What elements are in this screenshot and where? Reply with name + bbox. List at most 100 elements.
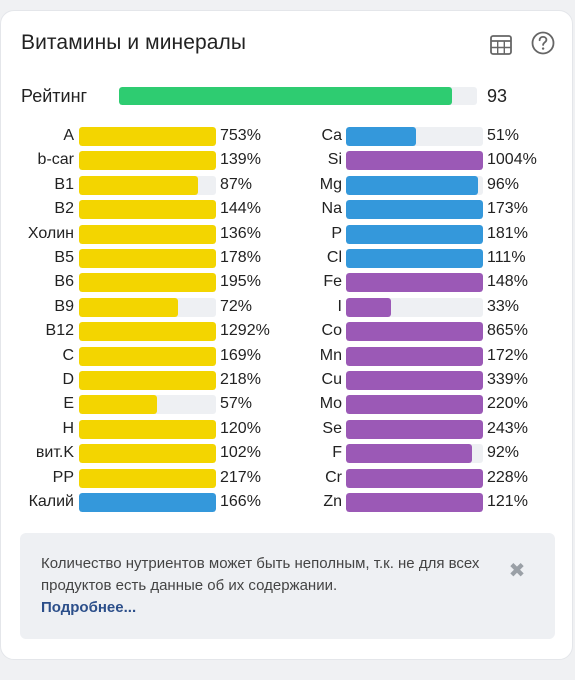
vitamin-bar-fill	[79, 468, 216, 488]
mineral-bar	[346, 273, 483, 293]
mineral-row: Cr 228%	[0, 468, 575, 488]
vitamin-percent: 139%	[220, 151, 261, 169]
mineral-label: Mg	[319, 175, 342, 193]
more-link[interactable]: Подробнее...	[41, 599, 137, 616]
vitamin-bar-fill	[79, 297, 178, 317]
mineral-row: Mg 96%	[0, 175, 575, 195]
mineral-bar	[346, 419, 483, 439]
mineral-label: Na	[321, 200, 342, 218]
vitamin-bar	[79, 175, 216, 195]
mineral-row: Cu 339%	[0, 370, 575, 390]
mineral-percent: 243%	[487, 419, 528, 437]
mineral-row: Na 173%	[0, 199, 575, 220]
vitamin-bar-fill	[79, 395, 158, 415]
vitamin-row: E 57%	[0, 394, 575, 415]
vitamin-bar-fill	[79, 224, 216, 244]
vitamin-label: b-car	[37, 151, 74, 169]
mineral-bar	[346, 127, 483, 146]
vitamin-bar-fill	[79, 346, 216, 366]
vitamin-label: B1	[54, 175, 74, 193]
mineral-label: Co	[321, 322, 342, 340]
mineral-label: I	[337, 297, 342, 315]
vitamin-bar	[79, 346, 216, 366]
mineral-bar-fill	[346, 297, 392, 317]
mineral-bar-fill	[346, 493, 483, 512]
mineral-percent: 220%	[487, 395, 528, 413]
vitamin-row: B2 144%	[0, 199, 575, 220]
vitamin-percent: 166%	[220, 493, 261, 510]
mineral-bar	[346, 249, 483, 268]
mineral-percent: 1004%	[487, 151, 537, 169]
mineral-percent: 181%	[487, 224, 528, 242]
vitamin-row: B12 1292%	[0, 321, 575, 342]
vitamin-percent: 753%	[220, 127, 261, 144]
vitamin-bar	[79, 395, 216, 415]
mineral-percent: 51%	[487, 127, 520, 144]
mineral-bar	[346, 444, 483, 464]
vitamin-percent: 72%	[220, 297, 253, 315]
mineral-bar	[346, 493, 483, 512]
vitamin-bar	[79, 273, 216, 293]
vitamin-label: H	[62, 419, 74, 437]
mineral-row: Ca 51%	[0, 126, 575, 146]
mineral-percent: 92%	[487, 444, 520, 462]
mineral-row: Cl 111%	[0, 248, 575, 268]
mineral-bar	[346, 346, 483, 366]
vitamin-bar-fill	[79, 322, 216, 342]
mineral-bar-fill	[346, 273, 483, 293]
vitamin-percent: 136%	[220, 224, 261, 242]
vitamin-row: b-car 139%	[0, 150, 575, 171]
mineral-bar-fill	[346, 127, 416, 146]
vitamin-bar	[79, 444, 216, 464]
mineral-bar-fill	[346, 444, 473, 464]
vitamin-percent: 178%	[220, 249, 261, 266]
mineral-bar-fill	[346, 200, 483, 220]
vitamin-bar	[79, 127, 216, 146]
vitamin-percent: 1292%	[220, 322, 270, 340]
mineral-row: Mn 172%	[0, 346, 575, 366]
vitamin-percent: 102%	[220, 444, 261, 462]
mineral-bar-fill	[346, 151, 483, 171]
mineral-bar-fill	[346, 419, 483, 439]
vitamin-bar-fill	[79, 200, 216, 220]
vitamin-row: вит.K 102%	[0, 443, 575, 464]
vitamin-percent: 57%	[220, 395, 253, 413]
vitamin-bar	[79, 297, 216, 317]
mineral-percent: 228%	[487, 468, 528, 486]
mineral-bar-fill	[346, 322, 483, 342]
help-icon[interactable]	[530, 30, 556, 56]
rating-value: 93	[487, 86, 508, 106]
mineral-label: Cr	[325, 468, 342, 486]
vitamin-label: Холин	[27, 224, 74, 242]
vitamin-row: A 753%	[0, 126, 575, 146]
mineral-bar-fill	[346, 249, 483, 268]
close-icon[interactable]: ✖	[508, 560, 526, 582]
vitamin-bar-fill	[79, 127, 216, 146]
vitamin-bar-fill	[79, 444, 216, 464]
vitamin-row: C 169%	[0, 346, 575, 366]
vitamin-label: E	[63, 395, 74, 413]
vitamin-bar	[79, 322, 216, 342]
vitamin-label: B5	[54, 249, 74, 266]
mineral-bar	[346, 322, 483, 342]
mineral-label: P	[331, 224, 342, 242]
vitamin-bar-fill	[79, 371, 216, 390]
mineral-label: Ca	[321, 127, 342, 144]
mineral-label: Mo	[319, 395, 342, 413]
vitamin-row: B9 72%	[0, 297, 575, 317]
vitamin-label: вит.K	[35, 444, 74, 462]
vitamin-bar-fill	[79, 273, 216, 293]
mineral-bar-fill	[346, 224, 483, 244]
mineral-percent: 96%	[487, 175, 520, 193]
mineral-percent: 865%	[487, 322, 528, 340]
rating-bar	[119, 87, 477, 105]
vitamin-label: B6	[54, 273, 74, 291]
vitamin-bar	[79, 468, 216, 488]
table-icon[interactable]	[488, 32, 514, 58]
vitamin-bar-fill	[79, 175, 199, 195]
mineral-row: Co 865%	[0, 321, 575, 342]
vitamin-percent: 195%	[220, 273, 261, 291]
vitamin-percent: 169%	[220, 346, 261, 364]
mineral-percent: 111%	[487, 249, 526, 266]
mineral-label: Si	[327, 151, 342, 169]
